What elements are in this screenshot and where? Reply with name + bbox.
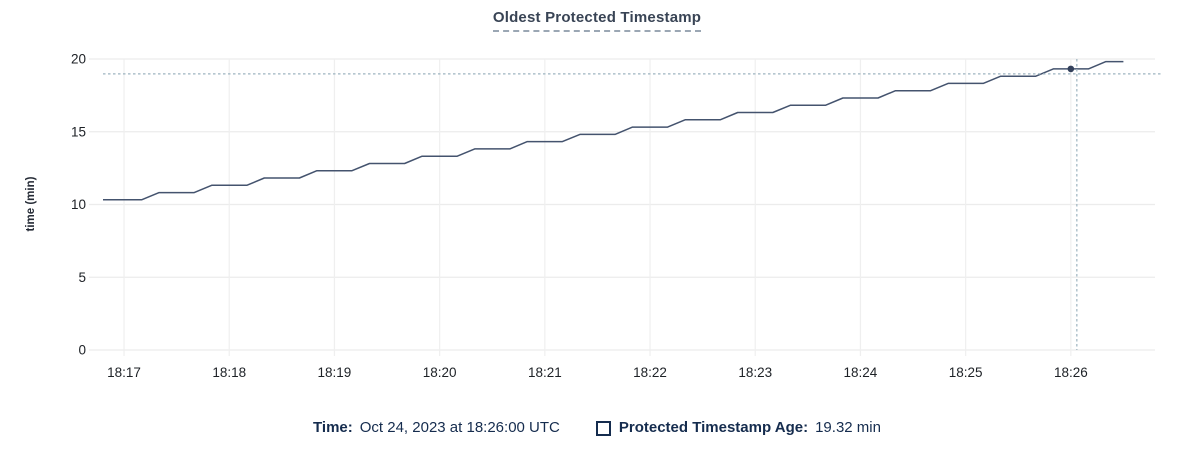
series-label[interactable]: Protected Timestamp Age: [618, 419, 809, 436]
y-tick-label: 20 [71, 52, 86, 67]
y-tick-label: 10 [71, 197, 86, 212]
chart-header: Oldest Protected Timestamp [0, 9, 1194, 32]
series-checkbox[interactable] [595, 420, 611, 436]
x-tick-label: 18:26 [1054, 365, 1088, 380]
x-tick-label: 18:18 [212, 365, 246, 380]
x-tick-label: 18:17 [107, 365, 141, 380]
time-value: Oct 24, 2023 at 18:26:00 UTC [359, 419, 560, 436]
chart-plot-area[interactable]: 0 5 10 15 20 18:17 18:18 18:19 18:20 18:21 18:22 18… [0, 0, 1194, 400]
hover-tooltip-legend: Time: Oct 24, 2023 at 18:26:00 UTC Prote… [0, 418, 1194, 438]
x-tick-label: 18:20 [423, 365, 457, 380]
chart-title[interactable]: Oldest Protected Timestamp [492, 9, 702, 32]
x-tick-label: 18:21 [528, 365, 562, 380]
y-tick-label: 0 [78, 343, 86, 358]
x-tick-label: 18:24 [844, 365, 878, 380]
y-axis-label: time (min) [25, 176, 37, 231]
x-tick-label: 18:25 [949, 365, 983, 380]
series-line [103, 60, 1124, 201]
y-tick-label: 5 [78, 270, 86, 285]
x-tick-label: 18:19 [318, 365, 352, 380]
x-tick-label: 18:23 [738, 365, 772, 380]
time-label: Time: [313, 419, 353, 436]
x-tick-label: 18:22 [633, 365, 667, 380]
y-tick-label: 15 [71, 124, 86, 139]
hover-dot [1067, 65, 1075, 73]
series-value: 19.32 min [815, 419, 881, 436]
